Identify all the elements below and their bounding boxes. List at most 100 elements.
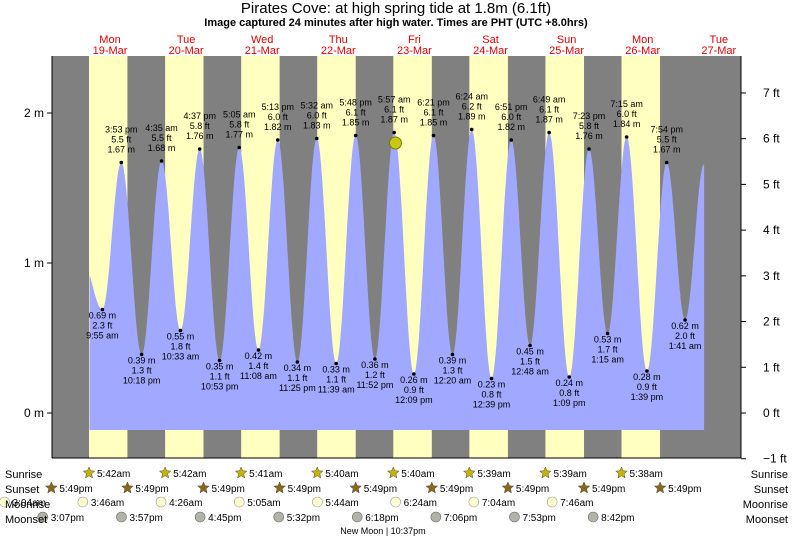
high-tide-label: 6.0 ft bbox=[307, 111, 328, 121]
low-tide-label: 10:33 am bbox=[162, 352, 200, 362]
tide-point bbox=[412, 372, 416, 376]
high-tide-label: 6.0 ft bbox=[501, 112, 522, 122]
moonset-time: 5:32pm bbox=[287, 513, 320, 524]
tide-point bbox=[605, 331, 610, 336]
tide-point bbox=[295, 360, 300, 364]
tide-point bbox=[373, 357, 377, 361]
low-tide-label: 1.3 ft bbox=[132, 366, 153, 376]
low-tide-label: 1.1 ft bbox=[210, 372, 231, 382]
moonrise-time: 3:04am bbox=[13, 498, 46, 509]
sunrise-time: 5:39am bbox=[553, 469, 586, 480]
date-label: 22-Mar bbox=[321, 45, 356, 57]
high-tide-label: 4:35 am bbox=[145, 123, 178, 133]
sunrise-row-label-right: Sunrise bbox=[751, 469, 788, 481]
low-tide-label: 0.8 ft bbox=[559, 388, 580, 398]
sunrise-time: 5:42am bbox=[173, 469, 206, 480]
low-tide-label: 12:09 pm bbox=[395, 395, 433, 405]
low-tide-label: 0.8 ft bbox=[482, 390, 503, 400]
sunrise-time: 5:39am bbox=[477, 469, 510, 480]
low-tide-label: 0.28 m bbox=[633, 372, 661, 382]
date-label: 26-Mar bbox=[625, 45, 660, 57]
high-tide-label: 4:37 pm bbox=[183, 111, 216, 121]
low-tide-label: 1:39 pm bbox=[631, 392, 664, 402]
day-of-week-label: Mon bbox=[632, 34, 653, 46]
low-tide-label: 11:25 pm bbox=[279, 383, 316, 393]
sunset-star-icon bbox=[425, 481, 439, 494]
moonset-icon bbox=[587, 511, 599, 523]
low-tide-label: 11:52 pm bbox=[356, 380, 393, 390]
moonrise-icon bbox=[468, 496, 480, 508]
low-tide-label: 1:15 am bbox=[591, 355, 624, 365]
date-label: 19-Mar bbox=[93, 45, 128, 57]
high-tide-label: 6.0 ft bbox=[617, 109, 638, 119]
low-tide-label: 1.4 ft bbox=[248, 361, 269, 371]
new-moon-note: New Moon | 10:37pm bbox=[340, 526, 425, 536]
low-tide-label: 10:18 pm bbox=[123, 376, 161, 386]
low-tide-label: 11:08 am bbox=[240, 371, 277, 381]
high-tide-label: 1.84 m bbox=[613, 119, 641, 129]
date-label: 23-Mar bbox=[397, 45, 432, 57]
tide-point bbox=[353, 133, 358, 138]
y-tick-label-ft: 6 ft bbox=[763, 132, 780, 146]
day-of-week-label: Tue bbox=[177, 34, 196, 46]
sunrise-row-label-left: Sunrise bbox=[5, 469, 42, 481]
sunset-time: 5:49pm bbox=[516, 484, 549, 495]
sunset-time: 5:49pm bbox=[212, 484, 245, 495]
low-tide-label: 12:39 pm bbox=[473, 400, 511, 410]
tide-point bbox=[509, 138, 513, 142]
tide-point bbox=[334, 361, 338, 366]
tide-point bbox=[100, 307, 105, 312]
moonset-icon bbox=[273, 511, 285, 523]
high-tide-label: 5.5 ft bbox=[111, 135, 132, 145]
high-tide-label: 7:23 pm bbox=[573, 111, 606, 121]
high-tide-label: 3:53 pm bbox=[105, 125, 138, 135]
high-tide-label: 1.85 m bbox=[342, 118, 370, 128]
moonset-time: 3:07pm bbox=[51, 513, 84, 524]
moonset-time: 6:18pm bbox=[365, 513, 398, 524]
tide-point bbox=[587, 147, 591, 151]
low-tide-label: 0.24 m bbox=[555, 378, 583, 388]
moonrise-time: 4:26am bbox=[169, 498, 202, 509]
tide-point bbox=[624, 135, 629, 139]
sunrise-star-icon bbox=[234, 466, 248, 479]
y-tick-label-m: 2 m bbox=[24, 106, 44, 120]
high-tide-label: 5:32 am bbox=[301, 101, 334, 111]
current-tide-marker bbox=[388, 136, 402, 150]
day-of-week-label: Sat bbox=[482, 34, 499, 46]
sunset-time: 5:49pm bbox=[364, 484, 397, 495]
low-tide-label: 2.0 ft bbox=[675, 331, 696, 341]
high-tide-label: 1.89 m bbox=[458, 112, 486, 122]
sunrise-star-icon bbox=[82, 466, 96, 479]
high-tide-label: 7:15 am bbox=[610, 99, 643, 109]
moonrise-time: 3:46am bbox=[91, 498, 124, 509]
low-tide-label: 0.33 m bbox=[322, 365, 350, 375]
sunset-time: 5:49pm bbox=[59, 484, 92, 495]
y-tick-label-m: 0 m bbox=[24, 406, 44, 420]
moonset-time: 7:06pm bbox=[444, 513, 477, 524]
sunset-time: 5:49pm bbox=[668, 484, 701, 495]
sunrise-star-icon bbox=[310, 466, 324, 479]
moonset-time: 4:45pm bbox=[208, 513, 241, 524]
sunset-row-label-left: Sunset bbox=[5, 484, 39, 496]
high-tide-label: 5.5 ft bbox=[152, 133, 173, 143]
tide-point bbox=[489, 376, 494, 381]
sunrise-time: 5:40am bbox=[401, 469, 434, 480]
low-tide-label: 9:55 am bbox=[86, 331, 119, 341]
low-tide-label: 0.53 m bbox=[594, 335, 622, 345]
high-tide-label: 1.76 m bbox=[186, 131, 214, 141]
high-tide-label: 1.67 m bbox=[653, 145, 681, 155]
moonset-time: 8:42pm bbox=[601, 513, 634, 524]
tide-point bbox=[275, 138, 280, 142]
day-of-week-label: Thu bbox=[329, 34, 348, 46]
moonrise-row-label-left: Moonrise bbox=[5, 499, 50, 511]
axes: 0 m 1 m 2 m −1 ft 0 ft 1 ft 2 ft 3 ft 4 ft 5 ft 6 … bbox=[24, 56, 787, 466]
low-tide-label: 0.35 m bbox=[206, 362, 234, 372]
tide-point bbox=[547, 130, 551, 135]
low-tide-label: 2.3 ft bbox=[92, 321, 113, 331]
high-tide-label: 5.8 ft bbox=[229, 120, 250, 130]
date-label: 24-Mar bbox=[473, 45, 508, 57]
sunrise-star-icon bbox=[539, 466, 552, 479]
low-tide-label: 0.39 m bbox=[439, 356, 467, 366]
sunset-time: 5:49pm bbox=[135, 484, 168, 495]
